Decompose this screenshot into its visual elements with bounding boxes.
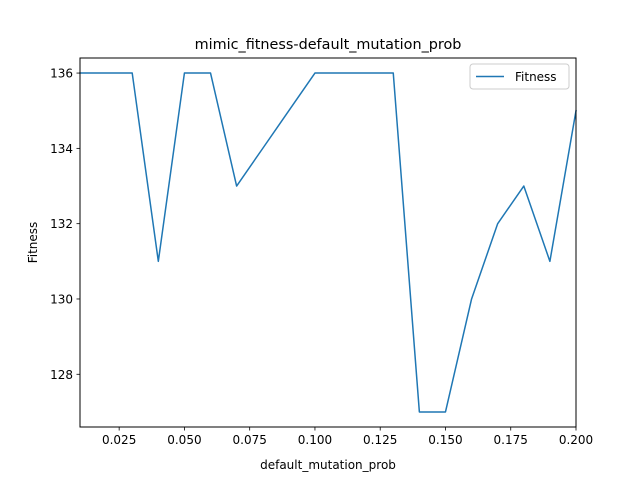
y-tick-label: 136 xyxy=(50,67,73,81)
y-tick-label: 132 xyxy=(50,217,73,231)
legend-label: Fitness xyxy=(515,70,557,84)
x-tick-label: 0.050 xyxy=(167,433,201,447)
y-tick-label: 130 xyxy=(50,292,73,306)
y-tick-label: 128 xyxy=(50,368,73,382)
chart-title: mimic_fitness-default_mutation_prob xyxy=(195,37,462,53)
y-tick-label: 134 xyxy=(50,142,73,156)
x-axis-label: default_mutation_prob xyxy=(260,458,396,472)
legend-frame xyxy=(469,63,570,90)
plot-area xyxy=(80,58,576,427)
y-axis-label: Fitness xyxy=(26,222,40,264)
series-line-0 xyxy=(79,72,577,413)
x-tick-label: 0.100 xyxy=(298,433,332,447)
x-tick-label: 0.150 xyxy=(428,433,462,447)
series-layer xyxy=(79,72,577,413)
x-tick-label: 0.025 xyxy=(102,433,136,447)
x-axis: 0.025 0.050 0.075 0.100 0.125 0.150 0.175 0.200 xyxy=(102,427,593,447)
legend: Fitness xyxy=(469,63,570,90)
x-tick-label: 0.075 xyxy=(233,433,267,447)
y-axis: 128 130 132 134 136 xyxy=(50,67,80,382)
x-tick-label: 0.175 xyxy=(494,433,528,447)
x-tick-label: 0.200 xyxy=(559,433,593,447)
plot-frame xyxy=(79,57,577,428)
x-tick-label: 0.125 xyxy=(363,433,397,447)
